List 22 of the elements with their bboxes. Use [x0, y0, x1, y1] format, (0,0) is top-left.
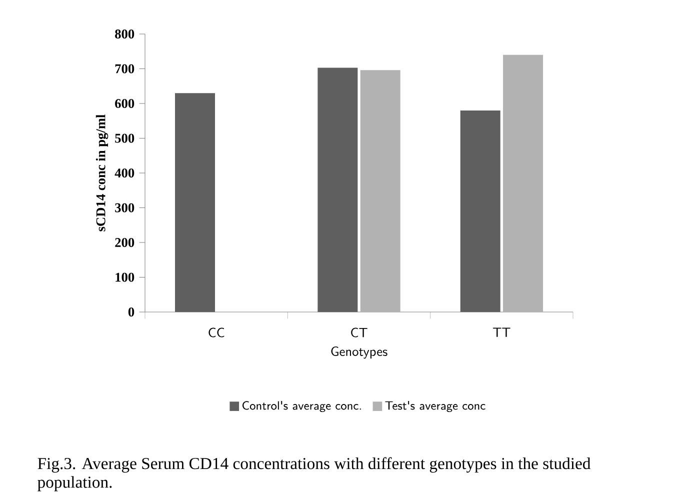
x-axis-title: Genotypes	[331, 346, 388, 359]
y-tick-label: 200	[115, 238, 134, 247]
caption: Fig.3. Average Serum CD14 concentrations with different genotypes in the studied population.	[38, 457, 591, 492]
x-tick-label: CC	[208, 328, 224, 338]
x-tick-label: TT	[493, 328, 510, 337]
y-tick-label: 700	[115, 64, 134, 74]
y-tick-label: 0	[128, 308, 134, 316]
bar	[318, 68, 358, 312]
y-axis-title: sCD14 conc in pg/ml	[96, 114, 108, 232]
y-tick-label: 800	[115, 30, 134, 38]
bar	[360, 70, 400, 312]
bar	[460, 110, 500, 312]
bar	[503, 54, 543, 312]
y-tick-label: 500	[115, 134, 134, 143]
legend-label: Test's average conc	[385, 401, 486, 412]
legend-label: Control's average conc.	[242, 401, 361, 412]
x-tick-label: CT	[351, 328, 368, 338]
y-tick-label: 600	[115, 99, 134, 108]
y-tick-label: 300	[115, 203, 134, 212]
bar	[175, 93, 215, 312]
y-tick-label: 100	[116, 272, 134, 282]
y-tick-label: 400	[114, 168, 134, 178]
